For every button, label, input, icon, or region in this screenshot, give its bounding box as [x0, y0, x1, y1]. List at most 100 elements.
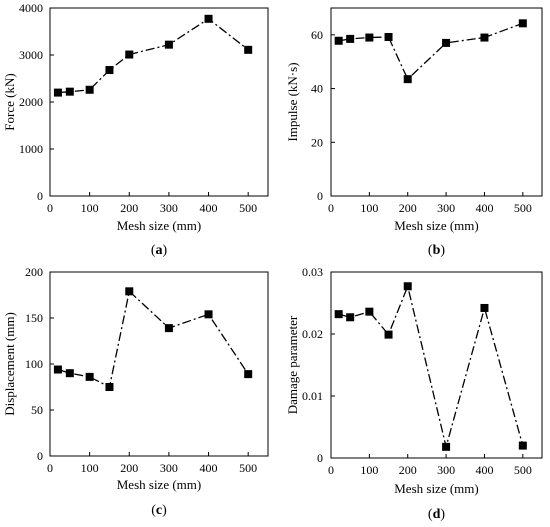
data-point: [442, 442, 451, 451]
panel-caption: (b): [428, 243, 445, 258]
panel-c: 0 100 200 300 400 500 0 50 100 150 200 Mesh size (m…: [2, 265, 269, 518]
x-tick-label: 0: [47, 201, 53, 215]
y-tick-label: 0: [317, 451, 323, 465]
x-tick-label: 200: [120, 201, 138, 215]
data-point: [65, 369, 74, 378]
x-axis-label: Mesh size (mm): [117, 218, 201, 233]
data-point: [384, 330, 393, 339]
x-tick-label: 400: [200, 461, 218, 475]
data-point: [164, 40, 173, 49]
y-axis-label: Damage parameter: [285, 315, 300, 414]
series-line: [338, 284, 524, 447]
x-tick-label: 300: [437, 201, 455, 215]
y-tick-label: 0: [37, 449, 43, 463]
plot-frame: [49, 271, 269, 457]
panel-caption-letter: c: [156, 503, 162, 518]
x-tick-label: 500: [514, 201, 532, 215]
x-tick-label: 500: [239, 201, 257, 215]
data-point: [244, 370, 253, 379]
x-tick-label: 100: [81, 461, 99, 475]
x-tick-label: 300: [160, 201, 178, 215]
y-axis-label: Displacement (mm): [2, 312, 17, 416]
x-tick-label: 100: [81, 201, 99, 215]
panel-caption: (c): [151, 503, 167, 518]
data-point: [403, 282, 412, 291]
y-axis-label: Force (kN): [2, 73, 17, 130]
y-tick-label: 100: [25, 357, 43, 371]
data-point: [244, 45, 253, 54]
x-tick-label: 0: [47, 461, 53, 475]
panel-caption-letter: d: [433, 507, 441, 522]
x-tick-label: 100: [360, 201, 378, 215]
data-point: [403, 75, 412, 84]
plot-frame: [49, 7, 269, 197]
y-tick-label: 150: [25, 311, 43, 325]
data-point: [365, 33, 374, 42]
data-point: [204, 310, 213, 319]
data-point: [480, 303, 489, 312]
data-point: [480, 33, 489, 42]
data-point: [53, 88, 62, 97]
x-axis-label: Mesh size (mm): [117, 477, 201, 492]
data-point: [346, 34, 355, 43]
data-point: [204, 14, 213, 23]
data-point: [346, 313, 355, 322]
y-tick-label: 0: [317, 189, 323, 203]
x-tick-label: 400: [200, 201, 218, 215]
x-tick-label: 300: [160, 461, 178, 475]
y-axis-label: Impulse (kN·s): [285, 62, 300, 141]
data-point: [334, 36, 343, 45]
plot-frame: [330, 7, 543, 197]
series-line: [57, 18, 249, 94]
x-tick-label: 200: [120, 461, 138, 475]
data-point: [125, 287, 134, 296]
x-tick-label: 100: [360, 463, 378, 477]
panel-d: 0 100 200 300 400 500 0 0.01 0.02 0.03 Mesh size (…: [285, 265, 543, 522]
data-point: [53, 365, 62, 374]
data-point: [85, 85, 94, 94]
data-point: [65, 87, 74, 96]
x-tick-label: 200: [399, 201, 417, 215]
x-axis-label: Mesh size (mm): [394, 481, 478, 496]
y-tick-label: 1000: [19, 142, 43, 156]
x-axis-label: Mesh size (mm): [394, 218, 478, 233]
y-tick-label: 0.02: [302, 327, 323, 341]
y-tick-label: 0.03: [302, 265, 323, 279]
y-tick-label: 50: [31, 403, 43, 417]
data-point: [125, 50, 134, 59]
x-tick-label: 200: [399, 463, 417, 477]
y-tick-label: 200: [25, 265, 43, 279]
x-tick-label: 300: [437, 463, 455, 477]
data-point: [518, 19, 527, 28]
panel-caption-letter: a: [156, 243, 163, 258]
panel-caption: (a): [151, 243, 168, 258]
data-point: [442, 38, 451, 47]
x-tick-label: 0: [328, 201, 334, 215]
y-tick-label: 4000: [19, 1, 43, 15]
data-point: [164, 324, 173, 333]
panel-a: 0 100 200 300 400 500 0 1000 2000 3000 4000 Mesh si…: [2, 1, 269, 258]
panel-caption: (d): [428, 507, 445, 522]
x-tick-label: 500: [514, 463, 532, 477]
x-tick-label: 400: [475, 201, 493, 215]
y-tick-label: 3000: [19, 48, 43, 62]
y-tick-label: 20: [311, 135, 323, 149]
y-tick-label: 60: [311, 28, 323, 42]
series-line: [57, 290, 249, 388]
data-point: [105, 383, 114, 391]
y-tick-label: 0.01: [302, 389, 323, 403]
data-point: [365, 307, 374, 316]
x-tick-label: 0: [328, 463, 334, 477]
x-tick-label: 400: [475, 463, 493, 477]
data-point: [85, 372, 94, 381]
series-line: [338, 22, 524, 81]
data-point: [105, 66, 114, 75]
y-tick-label: 0: [37, 189, 43, 203]
plot-frame: [330, 271, 543, 459]
panel-b: 0 100 200 300 400 500 0 20 40 60 Mesh size (mm) Imp…: [285, 7, 543, 258]
y-tick-label: 2000: [19, 95, 43, 109]
panel-caption-letter: b: [433, 243, 441, 258]
data-point: [518, 441, 527, 450]
data-point: [384, 33, 393, 42]
